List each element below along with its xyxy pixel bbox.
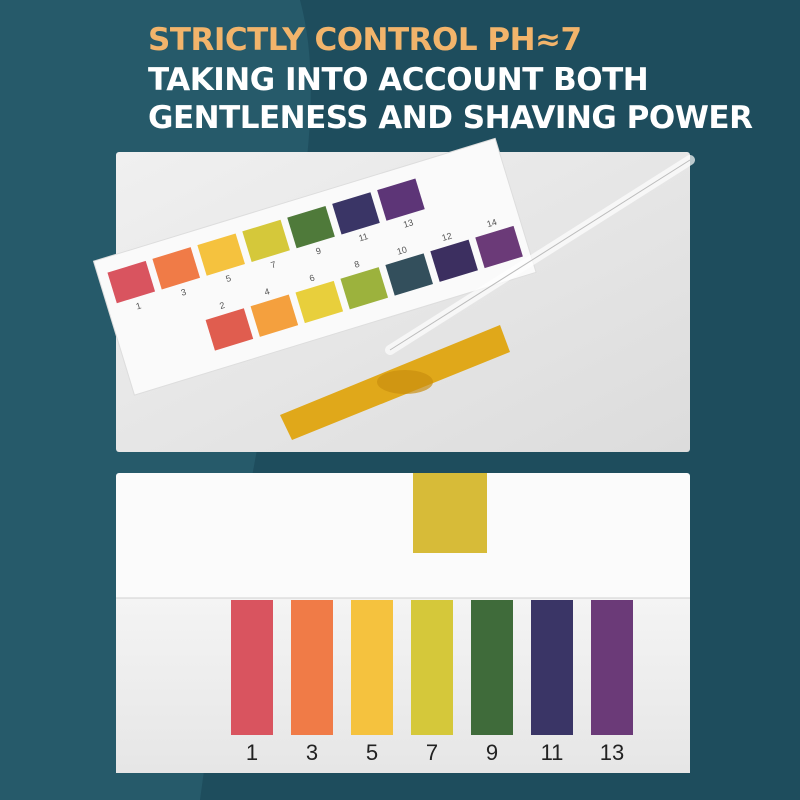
swatch-label: 9 <box>314 246 322 257</box>
test-strip <box>413 473 487 553</box>
swatch-label: 2 <box>218 300 226 311</box>
swatch <box>475 225 523 269</box>
swatch <box>471 600 513 735</box>
swatch <box>531 600 573 735</box>
swatch <box>250 294 299 337</box>
scale-label: 1 <box>246 740 258 765</box>
swatch-label: 13 <box>402 217 415 229</box>
swatch <box>351 600 393 735</box>
swatch <box>377 178 425 221</box>
scale-label: 9 <box>486 740 498 765</box>
swatch <box>205 308 254 351</box>
swatch <box>287 205 335 249</box>
swatch-label: 11 <box>357 231 369 243</box>
swatch <box>332 192 380 235</box>
swatch-label: 6 <box>308 273 316 284</box>
headline: STRICTLY CONTROL PH≈7 <box>148 22 582 58</box>
swatch-label: 8 <box>353 259 361 270</box>
swatch <box>411 600 453 735</box>
bottom-photo: 1 3 5 7 9 11 13 <box>116 473 690 773</box>
headline: TAKING INTO ACCOUNT BOTH <box>148 62 648 98</box>
scale-label: 11 <box>541 740 564 765</box>
swatch-label: 12 <box>441 231 454 243</box>
pipette-edge <box>389 159 691 351</box>
scale-label: 7 <box>426 740 438 765</box>
swatch <box>242 219 290 262</box>
swatch-label: 5 <box>225 273 233 284</box>
swatch-label: 3 <box>180 287 188 298</box>
swatch <box>385 253 433 296</box>
swatch <box>340 267 389 310</box>
swatch <box>591 600 633 735</box>
swatch-label: 1 <box>135 300 143 311</box>
headline: GENTLENESS AND SHAVING POWER <box>148 100 753 136</box>
swatch <box>295 280 344 324</box>
swatch <box>197 233 245 276</box>
scale-label: 5 <box>366 740 378 765</box>
drop <box>377 370 433 394</box>
swatch-label: 4 <box>263 286 271 297</box>
card <box>92 137 537 396</box>
scale-label: 13 <box>600 740 624 765</box>
swatch <box>231 600 273 735</box>
scale-label: 3 <box>306 740 318 765</box>
swatch <box>152 247 201 290</box>
swatch-label: 7 <box>270 259 278 270</box>
swatch <box>430 239 478 282</box>
swatch <box>291 600 333 735</box>
swatch-label: 10 <box>396 244 409 256</box>
swatch-label: 14 <box>486 217 499 229</box>
swatch <box>107 260 156 304</box>
